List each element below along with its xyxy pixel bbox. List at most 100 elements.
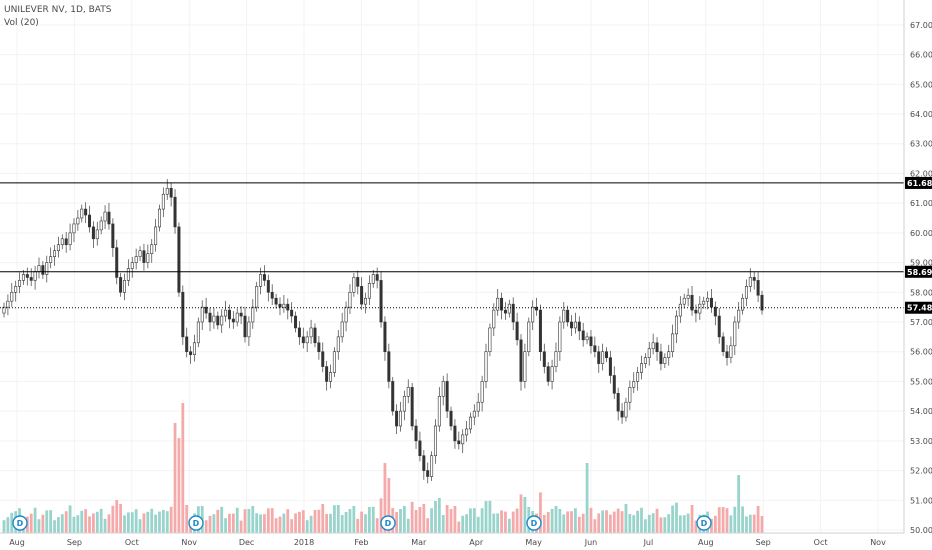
time-axis[interactable]: Aug Sep Oct Nov Dec 2018 Feb Mar Apr May Jun Jul Aug… — [0, 532, 904, 547]
candle-body — [157, 208, 161, 228]
candle-body — [671, 333, 675, 353]
candle-body — [756, 280, 760, 296]
x-tick-label: Sep — [67, 538, 82, 547]
candle-body — [41, 265, 45, 275]
volume-bar — [729, 515, 733, 533]
candle-body — [91, 226, 95, 240]
candle-body — [266, 280, 270, 293]
candle-body — [601, 351, 605, 364]
candle-body — [348, 291, 352, 308]
x-tick-label: 2018 — [294, 538, 314, 547]
dividend-marker[interactable]: D — [380, 515, 396, 531]
volume-bar — [628, 514, 632, 533]
volume-bar — [484, 501, 488, 533]
level-price-label: 57.48 — [907, 304, 932, 313]
candle-body — [239, 312, 243, 317]
volume-bar — [158, 511, 161, 533]
candle-body — [391, 381, 395, 412]
volume-bar — [717, 507, 721, 533]
volume-bar — [577, 516, 581, 533]
candle-body — [379, 280, 383, 323]
dividend-marker-circle — [380, 515, 396, 531]
volume-bar — [624, 504, 628, 533]
candle-body — [426, 470, 430, 477]
candle-body — [200, 306, 204, 323]
dividend-marker-circle — [12, 515, 28, 531]
volume-bar — [678, 515, 682, 533]
candle-body — [212, 315, 216, 323]
volume-bar — [667, 514, 671, 533]
volume-bar — [434, 501, 437, 533]
candle-body — [410, 387, 414, 427]
candle-body — [531, 306, 535, 323]
level-price-badge — [905, 301, 932, 314]
dividend-marker[interactable]: D — [526, 515, 542, 531]
volume-bar — [492, 513, 496, 533]
volume-bar — [115, 500, 119, 533]
volume-bar — [364, 514, 367, 533]
candle-body — [29, 277, 33, 281]
volume-bar — [445, 505, 449, 533]
volume-bar — [305, 520, 309, 533]
candle-body — [192, 342, 196, 355]
volume-bar — [68, 505, 72, 533]
x-tick-label: May — [525, 538, 542, 547]
volume-bar — [103, 518, 107, 533]
dividend-marker[interactable]: D — [696, 515, 712, 531]
volume-bar — [632, 515, 636, 533]
volume-bar — [301, 510, 305, 533]
candle-body — [375, 274, 379, 281]
volume-bar — [37, 519, 41, 533]
volume-bar — [181, 403, 185, 533]
volume-bar — [733, 506, 737, 533]
volume-bar — [500, 510, 503, 533]
candle-body — [636, 372, 640, 382]
volume-bar — [142, 513, 146, 533]
candle-body — [418, 440, 422, 457]
volume-bar — [659, 517, 663, 533]
volume-bar — [88, 516, 91, 533]
volume-bar — [165, 511, 169, 533]
dividend-marker-circle — [188, 515, 204, 531]
dividend-marker[interactable]: D — [188, 515, 204, 531]
dividend-marker[interactable]: D — [12, 515, 28, 531]
y-tick-label: 66.00 — [910, 51, 932, 60]
volume-bar — [410, 501, 414, 533]
volume-bar — [554, 506, 558, 533]
y-tick-label: 60.00 — [910, 229, 932, 238]
candle-body — [651, 342, 655, 350]
candle-body — [123, 280, 127, 293]
candle-body — [694, 309, 698, 314]
horizontal-levels[interactable]: 61.68 58.69 57.48 — [0, 176, 932, 314]
candle-body — [686, 294, 690, 299]
candle-body — [84, 208, 88, 216]
candle-body — [297, 327, 301, 338]
candle-body — [259, 274, 263, 287]
candle-body — [398, 410, 402, 427]
candle-body — [165, 187, 169, 195]
volume-bar — [574, 508, 577, 533]
candle-body — [220, 315, 224, 326]
candle-body — [573, 321, 577, 329]
volume-bar — [422, 504, 426, 533]
volume-bar — [154, 514, 157, 533]
volume-bar — [53, 520, 56, 533]
price-axis[interactable]: 50.00 51.00 52.00 53.00 54.00 55.00 56.00 57.00… — [903, 0, 932, 535]
candle-body — [612, 375, 616, 394]
y-tick-label: 52.00 — [910, 467, 932, 476]
candle-body — [25, 274, 29, 278]
candle-body — [706, 297, 710, 302]
candle-body — [550, 366, 554, 382]
volume-bar — [169, 506, 173, 533]
volume-bar — [278, 516, 282, 533]
volume-bar — [76, 515, 80, 533]
volume-bar — [344, 512, 348, 533]
volume-bar — [57, 517, 60, 533]
candle-body — [371, 274, 375, 284]
candle-body — [605, 351, 609, 358]
volume-bar — [33, 507, 37, 533]
volume-bar — [550, 509, 554, 533]
volume-bar — [212, 514, 216, 533]
